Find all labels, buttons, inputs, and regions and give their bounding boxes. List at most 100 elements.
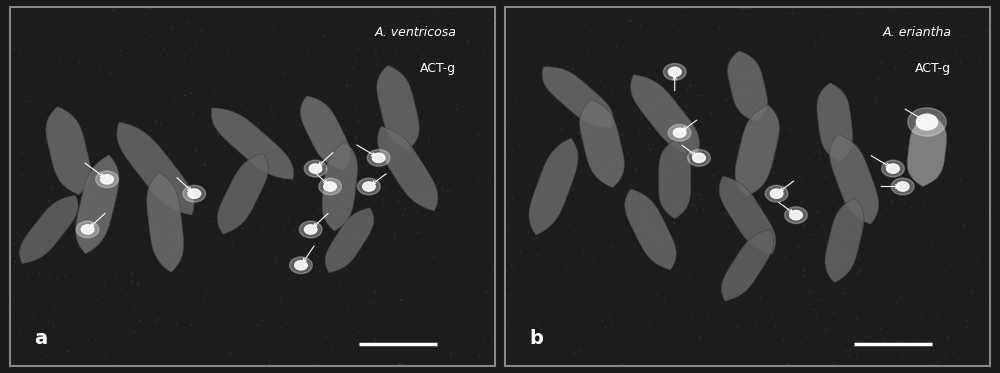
Point bbox=[12, 233, 28, 239]
Point bbox=[353, 150, 369, 156]
Point bbox=[804, 359, 820, 365]
Point bbox=[341, 108, 357, 114]
Point bbox=[735, 166, 751, 172]
Point bbox=[544, 299, 560, 305]
Point bbox=[526, 46, 542, 51]
Point bbox=[677, 109, 693, 115]
Point bbox=[748, 301, 764, 307]
Point bbox=[815, 35, 831, 41]
Point bbox=[951, 112, 967, 117]
Point bbox=[733, 336, 749, 342]
Point bbox=[807, 323, 823, 329]
Point bbox=[455, 34, 471, 40]
Point bbox=[273, 295, 289, 301]
Point bbox=[517, 311, 533, 317]
Point bbox=[429, 194, 445, 200]
Point bbox=[893, 46, 909, 51]
Point bbox=[142, 33, 158, 39]
Point bbox=[285, 164, 301, 170]
Point bbox=[311, 207, 327, 213]
Point bbox=[75, 202, 91, 208]
Point bbox=[506, 266, 522, 272]
Point bbox=[752, 264, 768, 270]
Point bbox=[91, 115, 107, 121]
Point bbox=[518, 165, 534, 171]
Circle shape bbox=[693, 153, 705, 163]
Point bbox=[363, 34, 379, 40]
Point bbox=[224, 244, 240, 250]
Point bbox=[974, 25, 990, 31]
Point bbox=[406, 10, 422, 16]
Point bbox=[302, 237, 318, 243]
Point bbox=[676, 276, 692, 282]
Point bbox=[84, 280, 100, 286]
Point bbox=[684, 23, 700, 29]
Point bbox=[246, 143, 262, 149]
Point bbox=[784, 147, 800, 153]
Point bbox=[589, 78, 605, 84]
Point bbox=[434, 162, 450, 168]
Point bbox=[558, 264, 574, 270]
Point bbox=[12, 330, 28, 336]
Point bbox=[696, 188, 712, 194]
Polygon shape bbox=[659, 140, 691, 219]
Point bbox=[235, 225, 251, 231]
Point bbox=[273, 53, 289, 59]
Point bbox=[550, 357, 566, 363]
Point bbox=[164, 78, 180, 84]
Point bbox=[124, 327, 140, 333]
Point bbox=[734, 199, 750, 205]
Point bbox=[49, 357, 65, 363]
Point bbox=[933, 175, 949, 181]
Point bbox=[547, 62, 563, 68]
Point bbox=[14, 59, 30, 65]
Point bbox=[938, 355, 954, 361]
Point bbox=[268, 39, 284, 45]
Point bbox=[251, 120, 267, 126]
Point bbox=[145, 178, 161, 184]
Point bbox=[765, 79, 781, 85]
Point bbox=[681, 105, 697, 111]
Point bbox=[829, 157, 845, 163]
Point bbox=[400, 66, 416, 72]
Point bbox=[16, 295, 32, 301]
Point bbox=[104, 264, 120, 270]
Point bbox=[851, 162, 867, 168]
Point bbox=[944, 324, 960, 330]
Point bbox=[675, 94, 691, 100]
Point bbox=[372, 29, 388, 35]
Point bbox=[403, 123, 419, 129]
Point bbox=[846, 56, 862, 62]
Point bbox=[53, 127, 69, 133]
Point bbox=[586, 260, 602, 266]
Point bbox=[250, 62, 266, 68]
Point bbox=[688, 241, 704, 247]
Point bbox=[610, 121, 626, 127]
Point bbox=[784, 10, 800, 16]
Point bbox=[480, 14, 496, 20]
Point bbox=[868, 100, 884, 106]
Point bbox=[268, 266, 284, 272]
Point bbox=[99, 117, 115, 123]
Point bbox=[625, 186, 641, 192]
Point bbox=[895, 354, 911, 360]
Point bbox=[392, 273, 408, 279]
Point bbox=[76, 50, 92, 56]
Point bbox=[424, 58, 440, 64]
Point bbox=[906, 12, 922, 18]
Point bbox=[712, 121, 728, 127]
Point bbox=[913, 120, 929, 126]
Point bbox=[250, 41, 266, 47]
Point bbox=[695, 93, 711, 98]
Point bbox=[245, 84, 261, 90]
Point bbox=[214, 246, 230, 252]
Point bbox=[554, 34, 570, 40]
Point bbox=[74, 208, 90, 214]
Point bbox=[953, 59, 969, 65]
Point bbox=[505, 343, 521, 349]
Polygon shape bbox=[830, 134, 879, 224]
Point bbox=[683, 285, 699, 291]
Polygon shape bbox=[735, 105, 779, 197]
Point bbox=[891, 233, 907, 239]
Point bbox=[92, 61, 108, 67]
